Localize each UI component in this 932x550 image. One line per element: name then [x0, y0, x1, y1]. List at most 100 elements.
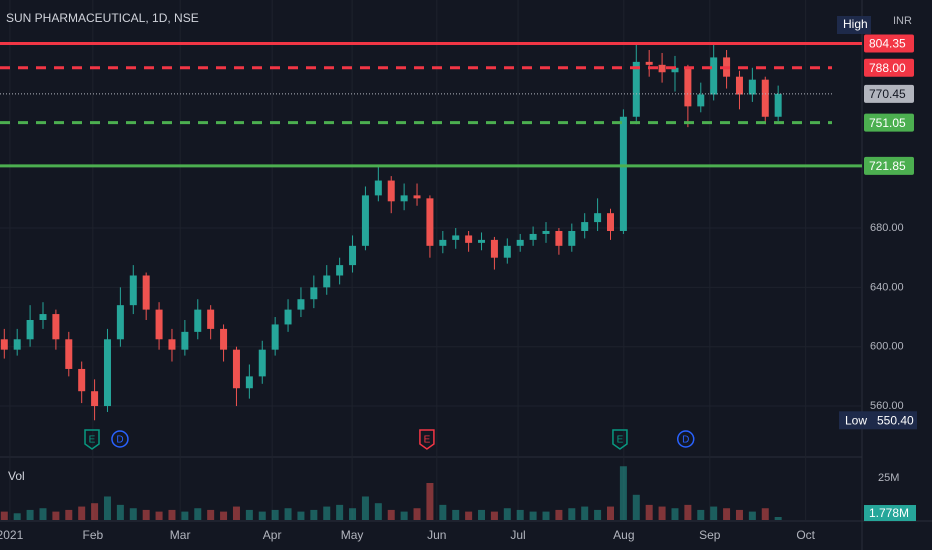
x-tick-label: Sep: [699, 528, 721, 542]
candle-body: [516, 239, 524, 246]
level-label: 804.35: [869, 37, 906, 51]
candle-body: [361, 195, 369, 246]
candle-body: [0, 339, 8, 350]
x-tick-label: Oct: [796, 528, 815, 542]
level-label: 770.45: [869, 87, 906, 101]
candle-body: [220, 328, 228, 350]
event-marker: [676, 430, 695, 448]
candle-body: [129, 275, 137, 306]
candle-body: [65, 339, 73, 369]
event-label: E: [89, 435, 96, 446]
candle-body: [297, 299, 305, 310]
candle-body: [581, 222, 589, 231]
event-label: E: [617, 435, 624, 446]
candle-body: [555, 230, 563, 246]
high-label-box: [837, 16, 871, 34]
low-label-box: [839, 411, 917, 430]
candle-body: [503, 245, 511, 258]
candle-body: [619, 116, 627, 231]
level-label: 751.05: [869, 116, 906, 130]
candle-body: [232, 349, 240, 389]
x-tick-label: Feb: [83, 528, 104, 542]
candle-body: [271, 324, 279, 350]
candle-body: [349, 245, 357, 266]
candle-body: [323, 275, 331, 288]
event-marker: [419, 429, 435, 450]
level-label-box: [864, 113, 914, 132]
event-marker: [612, 429, 628, 450]
candle-body: [452, 235, 460, 240]
y-tick-label: 600.00: [870, 341, 904, 353]
candle-body: [710, 57, 718, 95]
candle-body: [310, 287, 318, 300]
candle-body: [735, 76, 743, 95]
candle-body: [91, 391, 99, 407]
event-marker: [111, 430, 129, 448]
candle-body: [336, 265, 344, 276]
candle-body: [207, 309, 215, 329]
level-label: 721.85: [869, 159, 906, 173]
candle-body: [684, 67, 692, 107]
x-tick-label: 2021: [0, 528, 24, 542]
candle-body: [26, 319, 34, 340]
event-marker: [84, 429, 100, 450]
candle-body: [387, 180, 395, 202]
candle-body: [426, 198, 434, 246]
candle-body: [116, 305, 124, 340]
volume-label: Vol: [8, 469, 25, 483]
volume-last-box: [864, 505, 916, 522]
candle-body: [542, 230, 550, 234]
candle-body: [258, 349, 266, 377]
candle-body: [774, 93, 782, 117]
x-tick-label: Jun: [427, 528, 446, 542]
candle-body: [103, 339, 111, 407]
candle-body: [39, 314, 47, 320]
level-label-box: [864, 156, 914, 175]
candle-body: [606, 213, 614, 231]
y-tick-label: 640.00: [870, 281, 904, 293]
candle-body: [13, 339, 21, 350]
x-tick-label: May: [341, 528, 364, 542]
candle-body: [632, 61, 640, 117]
candle-body: [439, 239, 447, 246]
x-tick-label: Apr: [263, 528, 282, 542]
chart-title: SUN PHARMACEUTICAL, 1D, NSE: [6, 11, 199, 25]
candle-body: [658, 64, 666, 73]
level-label-box: [864, 34, 914, 53]
event-label: E: [424, 435, 431, 446]
level-label-box: [864, 84, 914, 103]
candle-body: [594, 213, 602, 223]
candle-body: [568, 230, 576, 246]
candle-body: [645, 61, 653, 65]
x-tick-label: Mar: [170, 528, 191, 542]
volume-tick-label: 25M: [878, 472, 899, 484]
level-label: 788.00: [869, 61, 906, 75]
candle-body: [529, 233, 537, 240]
candle-body: [697, 94, 705, 107]
volume-last-label: 1.778M: [869, 506, 909, 520]
candle-body: [748, 79, 756, 95]
candle-body: [374, 180, 382, 196]
candle-body: [490, 239, 498, 258]
candle-body: [465, 235, 473, 243]
x-tick-label: Aug: [613, 528, 634, 542]
x-tick-label: Jul: [510, 528, 525, 542]
candle-body: [168, 339, 176, 350]
candle-body: [245, 376, 253, 389]
y-tick-label: 560.00: [870, 400, 904, 412]
candle-body: [478, 239, 486, 243]
candle-body: [78, 368, 86, 392]
candle-body: [181, 331, 189, 350]
currency: INR: [893, 15, 912, 27]
low-label: Low: [845, 413, 867, 427]
high-label: High: [843, 17, 868, 31]
candle-body: [52, 314, 60, 340]
level-label-box: [864, 58, 914, 77]
event-label: D: [682, 435, 689, 446]
candle-body: [761, 79, 769, 117]
candle-body: [194, 309, 202, 332]
y-tick-label: 680.00: [870, 222, 904, 234]
candle-body: [413, 195, 421, 199]
